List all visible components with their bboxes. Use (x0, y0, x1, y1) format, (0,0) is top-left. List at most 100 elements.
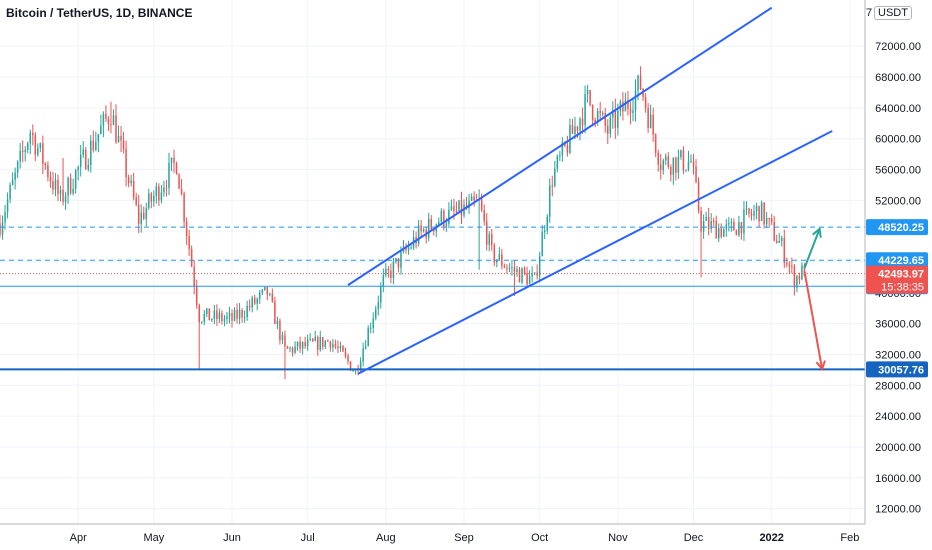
candle-body[interactable] (135, 197, 137, 205)
candle-body[interactable] (407, 247, 410, 251)
candle-body[interactable] (622, 101, 624, 112)
candle-body[interactable] (491, 234, 493, 246)
candle-body[interactable] (158, 186, 160, 201)
candle-body[interactable] (670, 166, 672, 175)
candle-body[interactable] (584, 94, 586, 126)
candle-body[interactable] (667, 156, 670, 167)
candle-body[interactable] (52, 181, 54, 190)
candle-body[interactable] (753, 211, 755, 216)
candle-body[interactable] (344, 351, 347, 356)
candle-body[interactable] (69, 177, 72, 194)
candle-body[interactable] (450, 206, 453, 210)
candle-body[interactable] (596, 111, 599, 123)
candle-body[interactable] (508, 267, 511, 269)
candle-body[interactable] (624, 100, 627, 112)
candle-body[interactable] (334, 344, 337, 347)
candle-body[interactable] (662, 160, 665, 171)
candle-body[interactable] (258, 292, 261, 299)
candle-body[interactable] (781, 237, 783, 242)
candle-body[interactable] (763, 202, 765, 225)
candle-body[interactable] (163, 187, 165, 193)
candle-body[interactable] (39, 143, 42, 149)
candle-body[interactable] (95, 141, 97, 150)
candle-body[interactable] (574, 126, 576, 134)
candle-body[interactable] (364, 346, 367, 349)
candle-body[interactable] (798, 275, 801, 280)
candle-body[interactable] (246, 305, 248, 318)
candle-body[interactable] (498, 254, 501, 260)
time-axis[interactable]: Apr May Jun Jul Aug Sep Oct Nov Dec 2022 Feb (70, 532, 860, 544)
candle-body[interactable] (710, 220, 712, 230)
candle-body[interactable] (523, 268, 526, 273)
candle-body[interactable] (200, 321, 203, 323)
candle-body[interactable] (629, 108, 632, 114)
candle-body[interactable] (791, 265, 793, 267)
candle-body[interactable] (90, 140, 92, 166)
bearish-arrow[interactable] (803, 271, 824, 370)
candle-body[interactable] (322, 337, 324, 347)
candle-body[interactable] (453, 206, 455, 211)
candle-body[interactable] (702, 220, 705, 232)
candle-body[interactable] (299, 341, 301, 349)
candle-body[interactable] (11, 179, 14, 185)
candle-body[interactable] (576, 126, 579, 131)
candle-body[interactable] (687, 161, 690, 170)
candle-body[interactable] (733, 221, 735, 231)
candle-body[interactable] (652, 114, 654, 135)
candle-body[interactable] (554, 168, 556, 186)
candle-body[interactable] (723, 229, 725, 237)
candle-body[interactable] (223, 318, 226, 322)
candle-body[interactable] (145, 208, 148, 219)
candle-body[interactable] (745, 208, 748, 210)
candle-body[interactable] (654, 134, 657, 153)
candle-body[interactable] (286, 346, 289, 349)
candle-body[interactable] (236, 309, 238, 319)
candle-body[interactable] (511, 267, 513, 269)
candle-body[interactable] (382, 275, 385, 287)
candle-body[interactable] (112, 115, 115, 125)
candle-body[interactable] (395, 258, 397, 262)
candle-body[interactable] (488, 234, 490, 245)
candle-body[interactable] (496, 259, 498, 263)
candle-body[interactable] (493, 245, 496, 263)
candle-body[interactable] (296, 341, 299, 347)
candle-body[interactable] (445, 223, 448, 227)
candle-body[interactable] (455, 210, 458, 212)
candle-body[interactable] (57, 179, 59, 195)
candle-body[interactable] (206, 308, 208, 315)
candle-body[interactable] (556, 156, 559, 169)
candle-body[interactable] (692, 161, 695, 167)
candle-body[interactable] (294, 346, 296, 353)
candle-body[interactable] (180, 188, 183, 194)
candle-body[interactable] (218, 313, 221, 320)
candle-body[interactable] (546, 216, 549, 231)
candle-body[interactable] (84, 149, 87, 170)
candle-body[interactable] (768, 217, 770, 219)
candle-body[interactable] (390, 270, 392, 279)
symbol-title[interactable]: Bitcoin / TetherUS, 1D, BINANCE (6, 6, 193, 20)
candle-body[interactable] (783, 237, 786, 263)
candle-body[interactable] (690, 161, 692, 163)
candle-body[interactable] (362, 348, 364, 362)
candle-body[interactable] (559, 155, 561, 157)
candle-body[interactable] (178, 174, 180, 189)
candle-body[interactable] (211, 318, 213, 321)
candle-body[interactable] (251, 297, 253, 308)
candle-body[interactable] (528, 276, 531, 285)
candle-body[interactable] (513, 267, 516, 272)
candle-body[interactable] (332, 344, 334, 348)
candle-body[interactable] (6, 199, 9, 213)
candle-body[interactable] (647, 107, 649, 128)
candle-body[interactable] (614, 110, 617, 128)
candle-body[interactable] (672, 157, 675, 175)
candle-body[interactable] (796, 275, 798, 288)
candle-body[interactable] (392, 261, 395, 279)
candle-body[interactable] (243, 317, 246, 319)
candle-body[interactable] (685, 169, 687, 171)
candle-body[interactable] (79, 154, 82, 167)
candle-body[interactable] (526, 272, 528, 285)
candle-body[interactable] (397, 258, 400, 268)
candle-body[interactable] (700, 210, 702, 232)
candle-body[interactable] (728, 223, 730, 225)
candle-body[interactable] (198, 305, 200, 323)
